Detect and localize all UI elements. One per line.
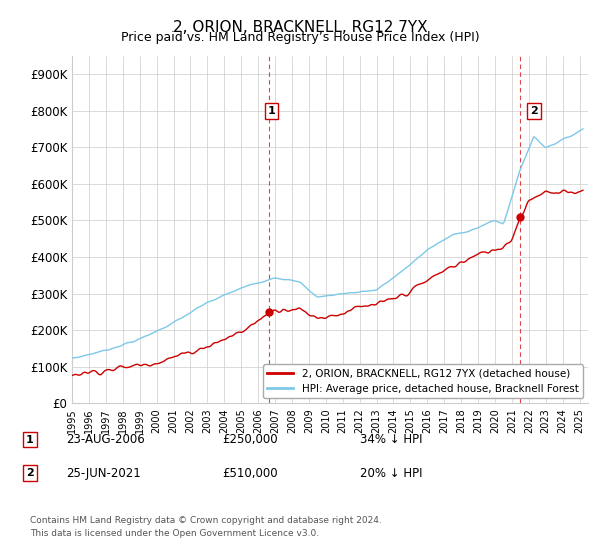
Text: 23-AUG-2006: 23-AUG-2006 — [66, 433, 145, 446]
Text: 20% ↓ HPI: 20% ↓ HPI — [360, 466, 422, 480]
Text: 25-JUN-2021: 25-JUN-2021 — [66, 466, 141, 480]
Legend: 2, ORION, BRACKNELL, RG12 7YX (detached house), HPI: Average price, detached hou: 2, ORION, BRACKNELL, RG12 7YX (detached … — [263, 365, 583, 398]
Text: 34% ↓ HPI: 34% ↓ HPI — [360, 433, 422, 446]
Text: 1: 1 — [268, 106, 275, 116]
Text: 1: 1 — [26, 435, 34, 445]
Text: £250,000: £250,000 — [222, 433, 278, 446]
Text: Price paid vs. HM Land Registry’s House Price Index (HPI): Price paid vs. HM Land Registry’s House … — [121, 31, 479, 44]
Text: 2: 2 — [26, 468, 34, 478]
Text: 2, ORION, BRACKNELL, RG12 7YX: 2, ORION, BRACKNELL, RG12 7YX — [173, 20, 427, 35]
Text: Contains HM Land Registry data © Crown copyright and database right 2024.
This d: Contains HM Land Registry data © Crown c… — [30, 516, 382, 538]
Text: 2: 2 — [530, 106, 538, 116]
Text: £510,000: £510,000 — [222, 466, 278, 480]
